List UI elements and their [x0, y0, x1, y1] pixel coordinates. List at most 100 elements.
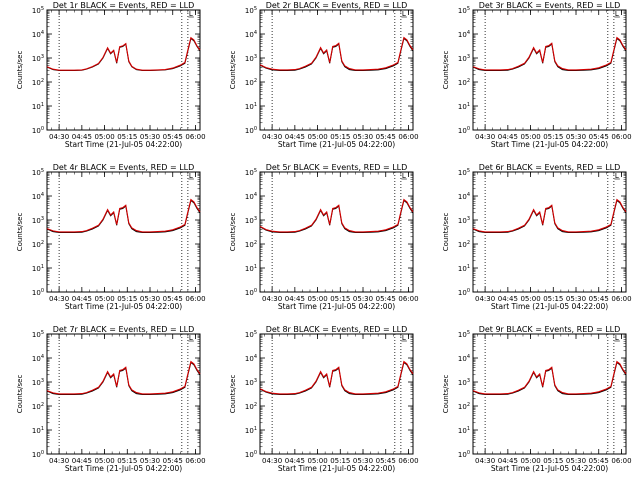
y-tick-label: 105	[245, 330, 257, 339]
series-events-line	[46, 37, 201, 71]
x-tick-label: 04:30	[49, 457, 69, 465]
panel-det-8: Det 8r BLACK = Events, RED = LLD 100 101 10…	[229, 325, 419, 473]
panel-det-3: Det 3r BLACK = Events, RED = LLD 100 101 10…	[442, 1, 632, 149]
plot-frame	[472, 9, 627, 131]
panel-det-6: Det 6r BLACK = Events, RED = LLD 100 101 10…	[442, 163, 632, 311]
x-tick-label: 04:30	[262, 133, 282, 141]
x-tick-label: 06:00	[398, 295, 418, 303]
x-tick-label: 05:00	[94, 295, 114, 303]
x-tick-label: 06:00	[185, 295, 205, 303]
y-tick-label: 105	[245, 6, 257, 15]
y-tick-label: 100	[458, 288, 470, 297]
panel-det-1: Det 1r BLACK = Events, RED = LLD 100 101 10…	[16, 1, 206, 149]
x-axis-title: Start Time (21-Jul-05 04:22:00)	[65, 464, 182, 473]
y-axis-title: Counts/sec	[16, 375, 24, 414]
x-tick-label: 05:00	[307, 295, 327, 303]
x-tick-label: 05:00	[520, 133, 540, 141]
marker-label: L	[615, 172, 619, 180]
x-tick-label: 04:45	[498, 457, 518, 465]
plot-frame	[46, 9, 201, 131]
y-tick-label: 104	[32, 192, 44, 201]
x-tick-label: 05:45	[163, 133, 183, 141]
x-axis-title: Start Time (21-Jul-05 04:22:00)	[278, 140, 395, 149]
x-tick-label: 05:00	[520, 295, 540, 303]
y-tick-label: 100	[32, 126, 44, 135]
y-tick-label: 103	[458, 54, 470, 63]
x-tick-label: 05:15	[330, 457, 350, 465]
y-axis-title: Counts/sec	[229, 375, 237, 414]
x-tick-label: 05:30	[353, 457, 373, 465]
x-tick-label: 05:45	[163, 457, 183, 465]
series-events-line	[259, 361, 414, 395]
y-tick-label: 101	[32, 264, 44, 273]
marker-label: L	[189, 172, 193, 180]
y-tick-label: 103	[458, 216, 470, 225]
marker-label: L	[402, 334, 406, 342]
x-tick-label: 05:00	[94, 133, 114, 141]
panel-det-2: Det 2r BLACK = Events, RED = LLD 100 101 10…	[229, 1, 419, 149]
y-tick-label: 103	[32, 216, 44, 225]
x-tick-label: 05:45	[376, 295, 396, 303]
plot-frame	[472, 333, 627, 455]
plot-frame	[472, 171, 627, 293]
y-tick-label: 104	[245, 30, 257, 39]
series-lld-line	[472, 198, 627, 233]
y-tick-label: 101	[458, 426, 470, 435]
x-axis-title: Start Time (21-Jul-05 04:22:00)	[491, 464, 608, 473]
panel-det-5: Det 5r BLACK = Events, RED = LLD 100 101 10…	[229, 163, 419, 311]
y-tick-label: 105	[32, 6, 44, 15]
series-events-line	[259, 37, 414, 71]
x-tick-label: 05:15	[330, 133, 350, 141]
y-axis-title: Counts/sec	[229, 213, 237, 252]
x-tick-label: 05:15	[117, 295, 137, 303]
marker-label: L	[189, 10, 193, 18]
y-tick-label: 101	[245, 102, 257, 111]
y-tick-label: 100	[32, 288, 44, 297]
marker-label: L	[615, 10, 619, 18]
panel-title: Det 7r BLACK = Events, RED = LLD	[53, 325, 195, 334]
x-tick-label: 05:45	[589, 133, 609, 141]
y-tick-label: 100	[245, 450, 257, 459]
y-tick-label: 103	[458, 378, 470, 387]
y-tick-label: 101	[245, 426, 257, 435]
x-tick-label: 05:30	[566, 457, 586, 465]
x-tick-label: 04:45	[72, 457, 92, 465]
y-tick-label: 102	[245, 402, 257, 411]
y-tick-label: 103	[245, 54, 257, 63]
y-tick-label: 103	[32, 54, 44, 63]
marker-label: L	[402, 10, 406, 18]
x-tick-label: 05:30	[353, 295, 373, 303]
y-axis-title: Counts/sec	[442, 51, 450, 90]
x-tick-label: 06:00	[398, 133, 418, 141]
plot-frame	[259, 171, 414, 293]
y-tick-label: 102	[32, 240, 44, 249]
series-lld-line	[46, 360, 201, 395]
y-tick-label: 103	[245, 378, 257, 387]
x-tick-label: 04:45	[72, 133, 92, 141]
series-events-line	[472, 361, 627, 395]
x-tick-label: 05:15	[543, 295, 563, 303]
y-tick-label: 102	[32, 402, 44, 411]
x-tick-label: 04:45	[285, 133, 305, 141]
marker-label: L	[615, 334, 619, 342]
y-axis-title: Counts/sec	[442, 375, 450, 414]
y-tick-label: 104	[458, 192, 470, 201]
y-tick-label: 102	[32, 78, 44, 87]
y-tick-label: 100	[245, 126, 257, 135]
x-tick-label: 06:00	[398, 457, 418, 465]
panel-title: Det 8r BLACK = Events, RED = LLD	[266, 325, 408, 334]
x-tick-label: 06:00	[185, 457, 205, 465]
x-axis-title: Start Time (21-Jul-05 04:22:00)	[278, 464, 395, 473]
x-axis-title: Start Time (21-Jul-05 04:22:00)	[65, 302, 182, 311]
x-tick-label: 05:30	[140, 133, 160, 141]
x-tick-label: 06:00	[611, 457, 631, 465]
panel-det-7: Det 7r BLACK = Events, RED = LLD 100 101 10…	[16, 325, 206, 473]
panel-title: Det 6r BLACK = Events, RED = LLD	[479, 163, 621, 172]
x-tick-label: 04:30	[262, 295, 282, 303]
panel-det-9: Det 9r BLACK = Events, RED = LLD 100 101 10…	[442, 325, 632, 473]
x-axis-title: Start Time (21-Jul-05 04:22:00)	[491, 302, 608, 311]
y-tick-label: 101	[458, 102, 470, 111]
y-tick-label: 105	[32, 330, 44, 339]
y-axis-title: Counts/sec	[16, 51, 24, 90]
